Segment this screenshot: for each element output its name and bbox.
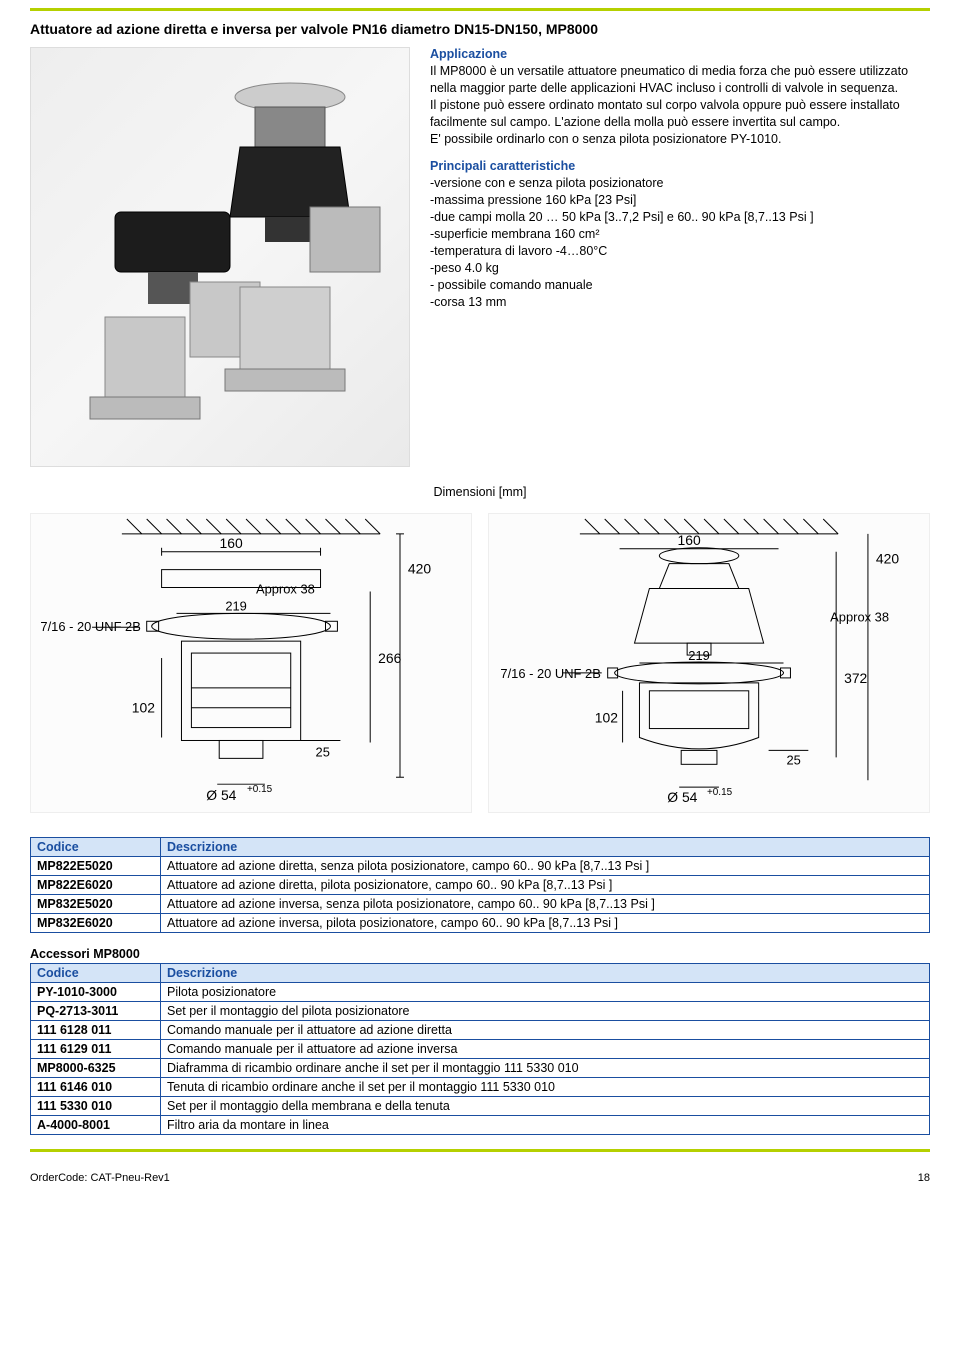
col-header: Codice bbox=[31, 964, 161, 983]
table-row: MP822E6020Attuatore ad azione diretta, p… bbox=[31, 876, 930, 895]
diagram-right: 160 420 Approx 38 219 372 7/16 - 20 UNF … bbox=[488, 513, 930, 813]
product-photo-svg bbox=[40, 57, 400, 457]
dimR-dia: Ø 54 bbox=[667, 789, 697, 805]
dimL-hlow: 102 bbox=[132, 700, 155, 716]
table-row: PY-1010-3000Pilota posizionatore bbox=[31, 983, 930, 1002]
dimR-w2: 219 bbox=[688, 648, 710, 663]
dimL-w: 160 bbox=[220, 535, 243, 551]
dimL-w2: 219 bbox=[225, 598, 247, 613]
bottom-rule bbox=[30, 1149, 930, 1152]
dimL-dia: Ø 54 bbox=[206, 787, 236, 803]
dimR-htot: 420 bbox=[876, 551, 899, 567]
features-list: -versione con e senza pilota posizionato… bbox=[430, 175, 930, 310]
dimR-hlow: 102 bbox=[595, 710, 618, 726]
description-column: Applicazione Il MP8000 è un versatile at… bbox=[430, 47, 930, 467]
page-title: Attuatore ad azione diretta e inversa pe… bbox=[30, 21, 930, 37]
diagram-left-svg: 160 420 Approx 38 219 266 7/16 - 20 UNF … bbox=[31, 514, 471, 812]
accessories-title: Accessori MP8000 bbox=[30, 947, 930, 961]
dimR-foot: 25 bbox=[786, 752, 800, 767]
table-row: 111 6129 011Comando manuale per il attua… bbox=[31, 1040, 930, 1059]
top-rule bbox=[30, 8, 930, 11]
table-row: MP832E5020Attuatore ad azione inversa, s… bbox=[31, 895, 930, 914]
diagram-right-svg: 160 420 Approx 38 219 372 7/16 - 20 UNF … bbox=[489, 514, 929, 812]
table-row: 111 5330 010Set per il montaggio della m… bbox=[31, 1097, 930, 1116]
col-header: Codice bbox=[31, 838, 161, 857]
col-header: Descrizione bbox=[161, 964, 930, 983]
table-row: 111 6146 010Tenuta di ricambio ordinare … bbox=[31, 1078, 930, 1097]
upper-region: Applicazione Il MP8000 è un versatile at… bbox=[30, 47, 930, 467]
table-main: CodiceDescrizione MP822E5020Attuatore ad… bbox=[30, 837, 930, 933]
table-row: MP8000-6325Diaframma di ricambio ordinar… bbox=[31, 1059, 930, 1078]
table-accessories: CodiceDescrizione PY-1010-3000Pilota pos… bbox=[30, 963, 930, 1135]
diagram-left: 160 420 Approx 38 219 266 7/16 - 20 UNF … bbox=[30, 513, 472, 813]
table-row: 111 6128 011Comando manuale per il attua… bbox=[31, 1021, 930, 1040]
dimL-thread: 7/16 - 20 UNF 2B bbox=[40, 619, 140, 634]
col-header: Descrizione bbox=[161, 838, 930, 857]
table-row: MP822E5020Attuatore ad azione diretta, s… bbox=[31, 857, 930, 876]
dimL-foot: 25 bbox=[316, 744, 330, 759]
dimL-tol: +0.15 bbox=[247, 784, 273, 795]
dimL-approx: Approx 38 bbox=[256, 581, 315, 596]
footer: OrderCode: CAT-Pneu-Rev1 18 bbox=[30, 1172, 930, 1184]
dimensions-label: Dimensioni [mm] bbox=[30, 485, 930, 499]
table-row: PQ-2713-3011Set per il montaggio del pil… bbox=[31, 1002, 930, 1021]
table-row: MP832E6020Attuatore ad azione inversa, p… bbox=[31, 914, 930, 933]
page-number: 18 bbox=[918, 1172, 930, 1184]
application-body: Il MP8000 è un versatile attuatore pneum… bbox=[430, 63, 930, 147]
dimR-hmid: 372 bbox=[844, 670, 867, 686]
table-row: A-4000-8001Filtro aria da montare in lin… bbox=[31, 1116, 930, 1135]
dimR-approx: Approx 38 bbox=[830, 609, 889, 624]
diagrams-row: 160 420 Approx 38 219 266 7/16 - 20 UNF … bbox=[30, 513, 930, 813]
dimL-hmid: 266 bbox=[378, 650, 401, 666]
product-photo bbox=[30, 47, 410, 467]
dimR-w: 160 bbox=[678, 532, 701, 548]
order-code: OrderCode: CAT-Pneu-Rev1 bbox=[30, 1172, 170, 1184]
dimL-htot: 420 bbox=[408, 561, 431, 577]
features-heading: Principali caratteristiche bbox=[430, 159, 930, 173]
application-heading: Applicazione bbox=[430, 47, 930, 61]
dimR-tol: +0.15 bbox=[707, 787, 733, 798]
